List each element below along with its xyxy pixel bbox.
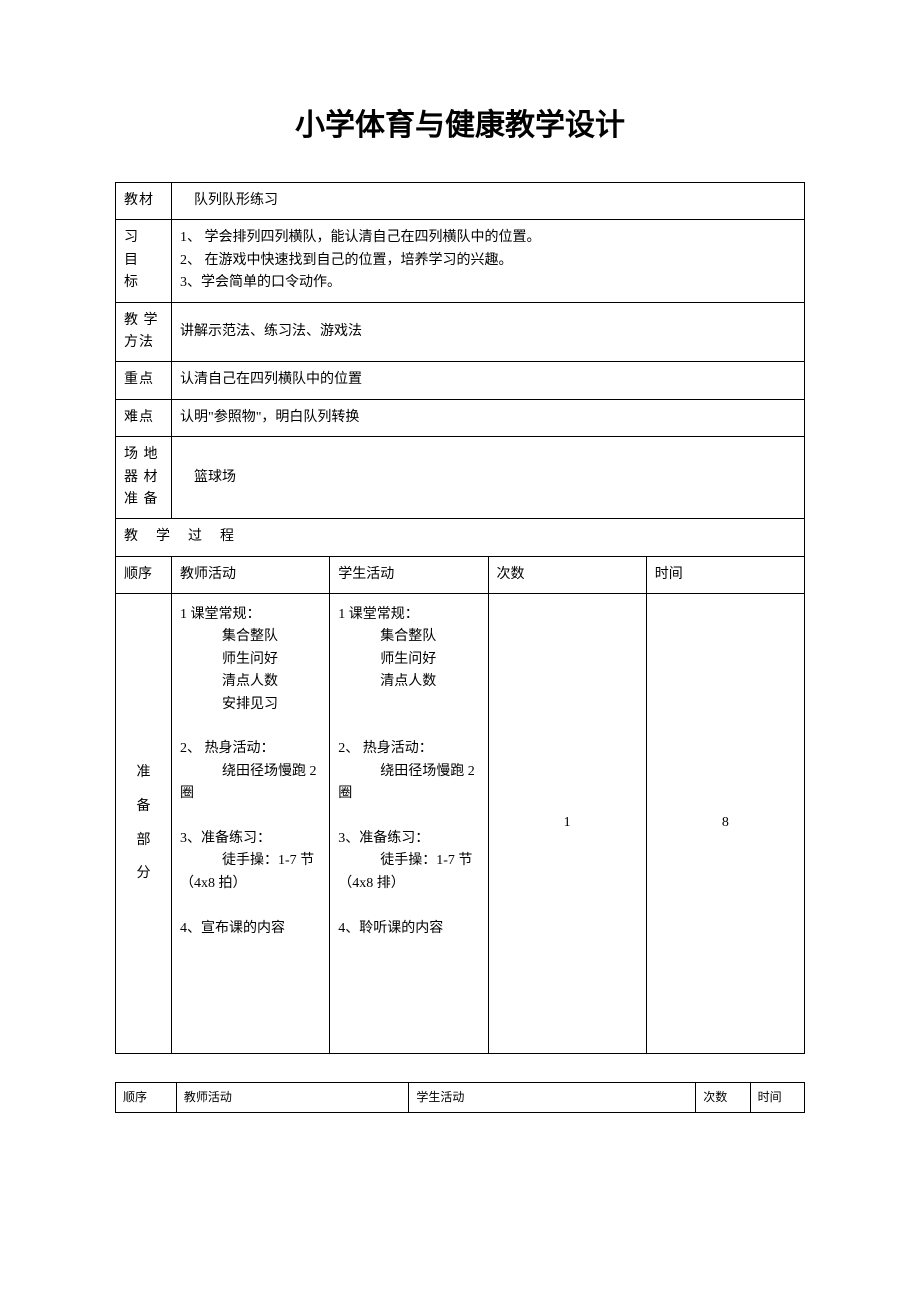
prep-count: 1 (488, 594, 646, 1054)
t-line: 绕田径场慢跑 2 圈 (180, 761, 321, 806)
value-difficulty: 认明"参照物"，明白队列转换 (172, 399, 805, 436)
col2-teacher: 教师活动 (176, 1083, 409, 1113)
s-line (338, 806, 479, 828)
continuation-table: 顺序 教师活动 学生活动 次数 时间 (115, 1082, 805, 1113)
goal-item-3: 3、学会简单的口令动作。 (180, 272, 796, 294)
s-line (338, 716, 479, 738)
col-header-order: 顺序 (116, 556, 172, 593)
prep-label-line1: 准 (124, 756, 163, 790)
col2-count: 次数 (696, 1083, 750, 1113)
col-header-teacher: 教师活动 (172, 556, 330, 593)
value-method: 讲解示范法、练习法、游戏法 (172, 302, 805, 362)
col-header-student: 学生活动 (330, 556, 488, 593)
t-line: 3、准备练习： (180, 828, 321, 850)
lesson-plan-table: 教材 队列队形练习 习 目 标 1、 学会排列四列横队，能认清自己在四列横队中的… (115, 182, 805, 1054)
s-line: 2、 热身活动： (338, 738, 479, 760)
value-material: 队列队形练习 (172, 183, 805, 220)
s-line (338, 895, 479, 917)
label-goals: 习 目 标 (116, 220, 172, 302)
prep-label-line4: 分 (124, 857, 163, 891)
label-goals-line2: 目 (124, 250, 163, 272)
t-line: 集合整队 (180, 626, 321, 648)
t-line (180, 806, 321, 828)
s-line: 绕田径场慢跑 2 圈 (338, 761, 479, 806)
s-line: 集合整队 (338, 626, 479, 648)
page-title: 小学体育与健康教学设计 (115, 100, 805, 144)
label-goals-line3: 标 (124, 272, 163, 294)
s-line: 3、准备练习： (338, 828, 479, 850)
col2-student: 学生活动 (409, 1083, 696, 1113)
t-line: 师生问好 (180, 649, 321, 671)
s-line: 师生问好 (338, 649, 479, 671)
label-venue: 场 地 器 材 准 备 (116, 437, 172, 519)
s-line: 4、聆听课的内容 (338, 918, 479, 940)
label-venue-line2: 器 材 (124, 467, 163, 489)
prep-label: 准 备 部 分 (116, 594, 172, 1054)
label-method: 教 学方法 (116, 302, 172, 362)
label-material: 教材 (116, 183, 172, 220)
t-line: 安排见习 (180, 694, 321, 716)
t-line (180, 895, 321, 917)
prep-label-line2: 备 (124, 790, 163, 824)
prep-label-line3: 部 (124, 824, 163, 858)
value-key: 认清自己在四列横队中的位置 (172, 362, 805, 399)
label-key: 重点 (116, 362, 172, 399)
label-venue-line3: 准 备 (124, 489, 163, 511)
label-venue-line1: 场 地 (124, 444, 163, 466)
prep-time: 8 (646, 594, 804, 1054)
col2-time: 时间 (750, 1083, 804, 1113)
t-line: 徒手操：1-7 节（4x8 拍） (180, 850, 321, 895)
prep-teacher: 1 课堂常规： 集合整队 师生问好 清点人数 安排见习 2、 热身活动： 绕田径… (172, 594, 330, 1054)
t-line: 4、宣布课的内容 (180, 918, 321, 940)
s-line: 徒手操：1-7 节（4x8 排） (338, 850, 479, 895)
goal-item-2: 2、 在游戏中快速找到自己的位置，培养学习的兴趣。 (180, 250, 796, 272)
prep-student: 1 课堂常规： 集合整队 师生问好 清点人数 2、 热身活动： 绕田径场慢跑 2… (330, 594, 488, 1054)
label-difficulty: 难点 (116, 399, 172, 436)
goal-item-1: 1、 学会排列四列横队，能认清自己在四列横队中的位置。 (180, 227, 796, 249)
s-line: 1 课堂常规： (338, 604, 479, 626)
col2-order: 顺序 (116, 1083, 177, 1113)
col-header-count: 次数 (488, 556, 646, 593)
label-goals-line1: 习 (124, 227, 163, 249)
s-line (338, 694, 479, 716)
col-header-time: 时间 (646, 556, 804, 593)
t-line (180, 716, 321, 738)
t-line: 清点人数 (180, 671, 321, 693)
value-venue: 篮球场 (172, 437, 805, 519)
process-header: 教学过程 (116, 519, 805, 556)
t-line: 1 课堂常规： (180, 604, 321, 626)
value-goals: 1、 学会排列四列横队，能认清自己在四列横队中的位置。 2、 在游戏中快速找到自… (172, 220, 805, 302)
s-line: 清点人数 (338, 671, 479, 693)
t-line: 2、 热身活动： (180, 738, 321, 760)
